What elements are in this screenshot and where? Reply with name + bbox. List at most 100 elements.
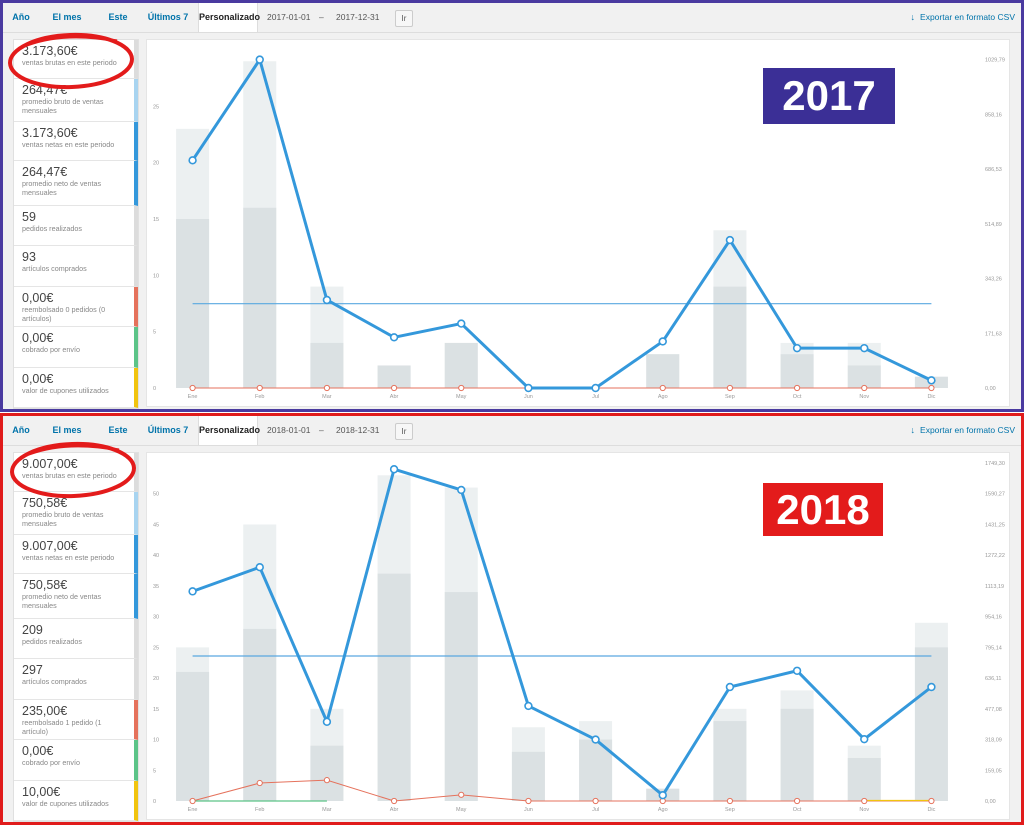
stat-label: ventas netas en este periodo (22, 140, 115, 149)
month-label: Jun (524, 807, 533, 813)
gross-sales-point-ene[interactable] (188, 156, 197, 165)
tab-last-7-days[interactable]: Últimos 7 días (147, 425, 189, 464)
right-tick-label: 954,16 (985, 615, 1002, 621)
stat-label: ventas brutas en este periodo (22, 471, 117, 480)
refund-point (861, 384, 868, 392)
year-badge: 2017 (763, 68, 895, 124)
gross-sales-point-dic[interactable] (927, 682, 936, 692)
month-label: Oct (793, 807, 802, 813)
gross-sales-point-oct[interactable] (792, 666, 802, 675)
gross-sales-point-nov[interactable] (860, 343, 869, 353)
gross-sales-point-feb[interactable] (255, 55, 264, 64)
tab-year[interactable]: Año (12, 12, 30, 22)
stat-value: 0,00€ (22, 744, 54, 758)
gross-sales-point-jun[interactable] (524, 701, 533, 711)
stat-orders-placed[interactable]: 209 pedidos realizados (14, 619, 138, 659)
gross-sales-point-ene[interactable] (188, 587, 197, 596)
gross-sales-point-sep[interactable] (725, 682, 735, 692)
stat-items-purchased[interactable]: 93 artículos comprados (14, 246, 138, 287)
stat-net-monthly-average[interactable]: 750,58€ promedio neto de ventas mensuales (14, 574, 138, 619)
stat-value: 297 (22, 663, 43, 677)
gross-sales-point-mar[interactable] (322, 717, 332, 726)
refund-point (256, 779, 263, 787)
gross-sales-point-jul[interactable] (591, 383, 600, 393)
tab-custom[interactable]: Personalizado (198, 3, 260, 32)
go-button[interactable]: Ir (395, 10, 413, 27)
stat-gross-sales[interactable]: 3.173,60€ ventas brutas en este periodo (14, 40, 138, 79)
refund-point (390, 384, 398, 392)
date-from-input[interactable]: 2018-01-01 (267, 425, 311, 435)
right-tick-label: 636,11 (985, 676, 1001, 682)
gross-sales-point-sep[interactable] (725, 235, 735, 245)
stat-gross-sales[interactable]: 9.007,00€ ventas brutas en este periodo (14, 453, 138, 492)
right-tick-label: 477,08 (985, 707, 1002, 713)
gross-sales-point-may[interactable] (457, 319, 466, 328)
stat-label: artículos comprados (22, 264, 87, 273)
stat-refunded[interactable]: 235,00€ reembolsado 1 pedido (1 artículo) (14, 700, 138, 740)
tab-custom[interactable]: Personalizado (198, 416, 260, 445)
stat-shipping-charged[interactable]: 0,00€ cobrado por envío (14, 740, 138, 781)
left-tick-label: 15 (153, 217, 159, 223)
gross-sales-point-ago[interactable] (658, 337, 667, 346)
gross-sales-point-dic[interactable] (927, 376, 936, 385)
left-tick-label: 0 (153, 386, 156, 392)
tab-last-7-days[interactable]: Últimos 7 días (147, 12, 189, 51)
stat-refunded[interactable]: 0,00€ reembolsado 0 pedidos (0 artículos) (14, 287, 138, 327)
refund-point (189, 384, 196, 392)
month-label: Dic (927, 394, 935, 400)
gross-sales-point-may[interactable] (457, 485, 466, 495)
gross-sales-point-oct[interactable] (792, 343, 802, 353)
gross-sales-point-abr[interactable] (389, 333, 399, 342)
stat-coupons-used[interactable]: 10,00€ valor de cupones utilizados (14, 781, 138, 821)
stat-label: promedio neto de ventas mensuales (22, 179, 102, 197)
download-arrow-icon: ↓ (910, 425, 916, 435)
left-tick-label: 10 (153, 738, 159, 744)
right-tick-label: 1113,19 (985, 584, 1004, 590)
right-tick-label: 686,53 (985, 167, 1002, 173)
stat-net-sales[interactable]: 3.173,60€ ventas netas en este periodo (14, 122, 138, 161)
gross-sales-point-ago[interactable] (658, 791, 667, 800)
right-tick-label: 343,26 (985, 277, 1002, 283)
stat-coupons-used[interactable]: 0,00€ valor de cupones utilizados (14, 368, 138, 408)
gross-sales-point-nov[interactable] (860, 734, 869, 744)
stat-value: 59 (22, 210, 36, 224)
gross-sales-point-feb[interactable] (255, 563, 264, 572)
gross-sales-line (191, 58, 933, 390)
stat-value: 9.007,00€ (22, 539, 78, 553)
stat-value: 0,00€ (22, 291, 54, 305)
stat-orders-placed[interactable]: 59 pedidos realizados (14, 206, 138, 246)
gross-sales-point-jul[interactable] (591, 735, 600, 744)
export-csv-link[interactable]: ↓ Exportar en formato CSV (911, 416, 1015, 445)
stat-value: 264,47€ (22, 165, 68, 179)
date-to-input[interactable]: 2018-12-31 (336, 425, 380, 435)
right-tick-label: 1029,79 (985, 58, 1005, 64)
stat-net-monthly-average[interactable]: 264,47€ promedio neto de ventas mensuales (14, 161, 138, 206)
stat-label: valor de cupones utilizados (22, 799, 109, 808)
go-button[interactable]: Ir (395, 423, 413, 440)
gross-sales-point-jun[interactable] (524, 383, 533, 393)
refund-point (256, 384, 263, 392)
right-tick-label: 1272,22 (985, 553, 1005, 559)
month-label: May (456, 394, 467, 400)
date-to-input[interactable]: 2017-12-31 (336, 12, 380, 22)
gross-sales-point-mar[interactable] (322, 295, 332, 305)
tab-year[interactable]: Año (12, 425, 30, 435)
stat-shipping-charged[interactable]: 0,00€ cobrado por envío (14, 327, 138, 368)
right-tick-label: 0,00 (985, 386, 996, 392)
month-label: Nov (859, 807, 869, 813)
date-from-input[interactable]: 2017-01-01 (267, 12, 311, 22)
stat-net-sales[interactable]: 9.007,00€ ventas netas en este periodo (14, 535, 138, 574)
month-label: Ago (658, 807, 668, 813)
month-label: Feb (255, 807, 264, 813)
stat-items-purchased[interactable]: 297 artículos comprados (14, 659, 138, 700)
bar-orders-abr (377, 365, 411, 388)
bar-orders-ago (646, 354, 680, 388)
stat-gross-monthly-average[interactable]: 750,58€ promedio bruto de ventas mensuale… (14, 492, 138, 535)
gross-sales-point-abr[interactable] (389, 465, 399, 474)
stat-value: 209 (22, 623, 43, 637)
refund-point (323, 777, 331, 784)
export-csv-link[interactable]: ↓ Exportar en formato CSV (911, 3, 1015, 32)
month-label: Abr (390, 394, 399, 400)
right-tick-label: 1431,25 (985, 522, 1005, 528)
